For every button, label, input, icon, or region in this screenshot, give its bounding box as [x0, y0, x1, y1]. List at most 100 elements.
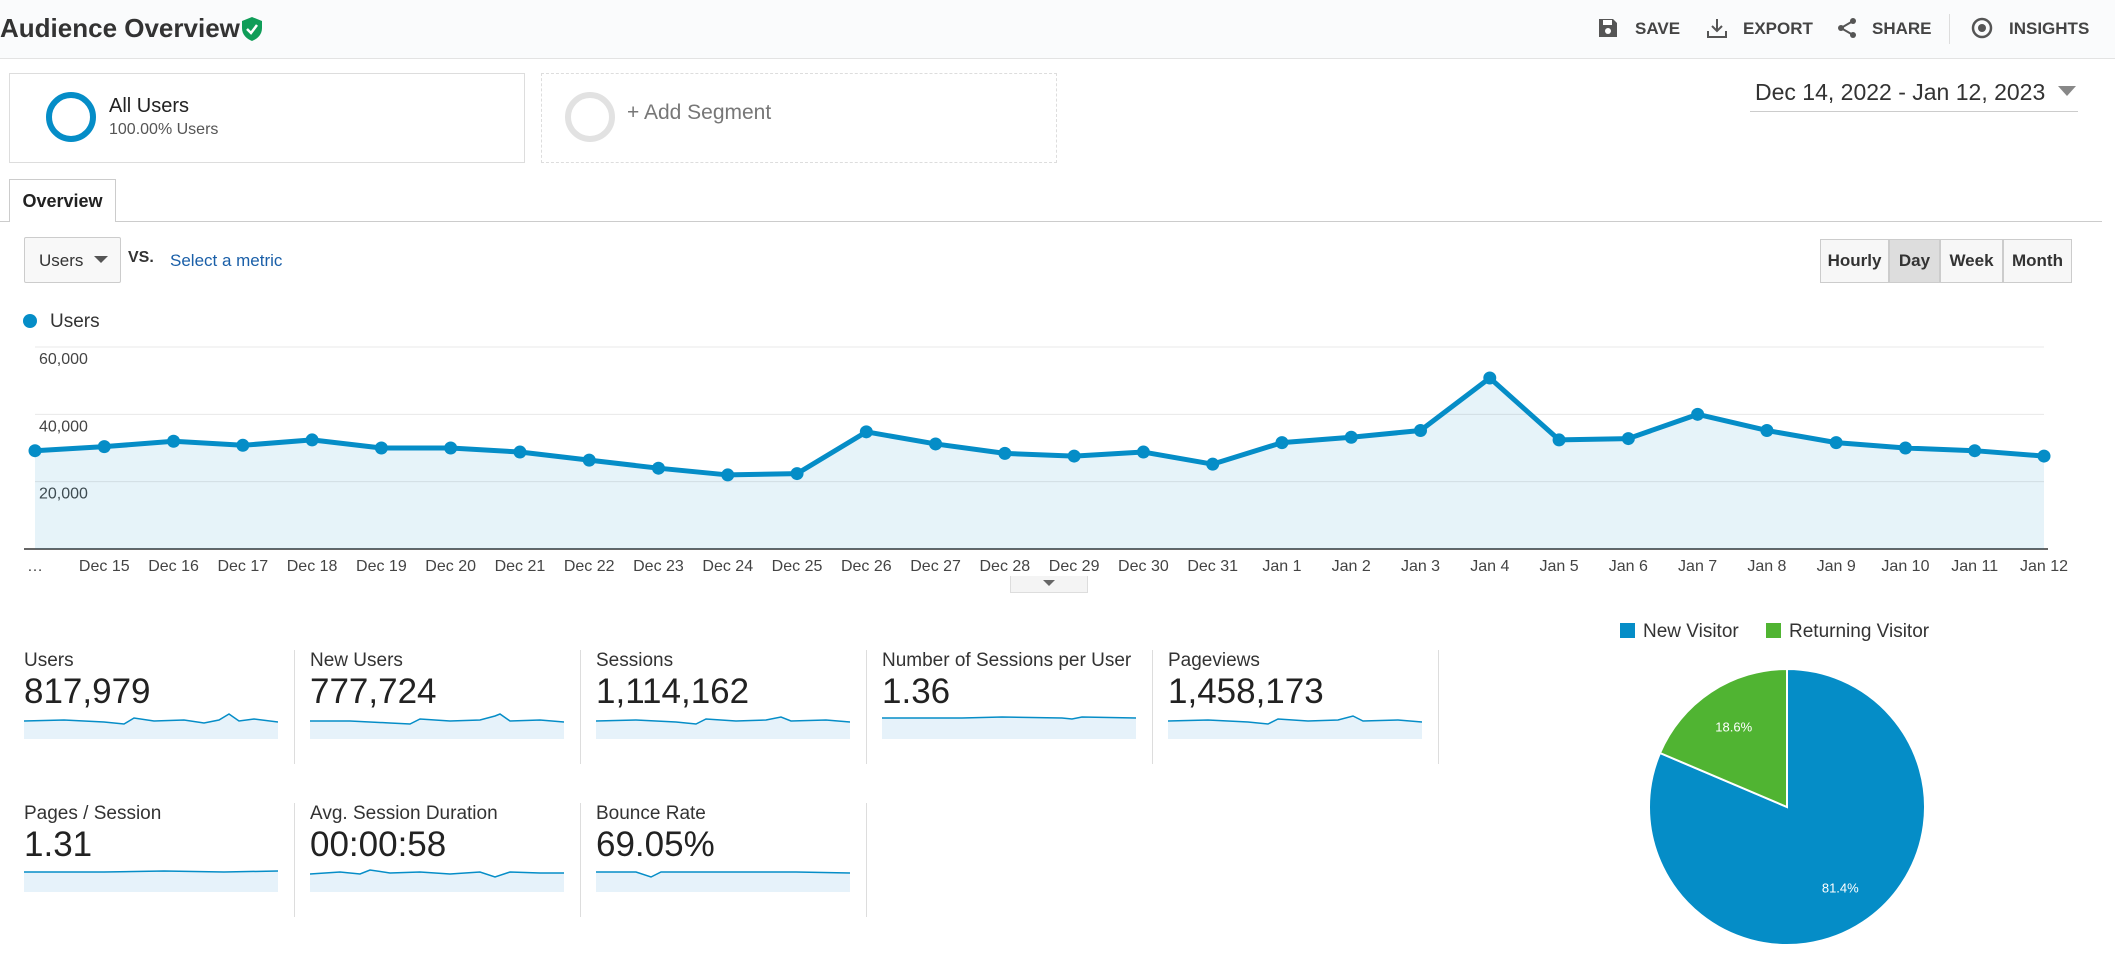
point: [374, 441, 388, 455]
date-range[interactable]: Dec 14, 2022 - Jan 12, 2023: [1755, 79, 2046, 105]
point: [97, 440, 111, 454]
header: [0, 0, 2115, 59]
point: [513, 445, 527, 459]
metric-separator: [580, 803, 581, 917]
point: [1968, 444, 1982, 458]
y-tick-label: 20,000: [39, 486, 88, 503]
x-tick-label: Dec 28: [980, 558, 1031, 575]
metric-label: Avg. Session Duration: [310, 803, 498, 824]
vs-label: VS.: [128, 249, 154, 266]
export-icon[interactable]: [1706, 17, 1728, 39]
save-button[interactable]: SAVE: [1635, 19, 1681, 38]
x-tick-label: Jan 6: [1609, 558, 1648, 575]
point: [1760, 423, 1774, 437]
metric-label: Pageviews: [1168, 650, 1260, 671]
sparkline: [23, 713, 279, 739]
x-tick-label: Dec 22: [564, 558, 615, 575]
x-tick-label: Jan 7: [1678, 558, 1717, 575]
collapse-tab[interactable]: [1010, 576, 1088, 593]
x-tick-label: Dec 29: [1049, 558, 1100, 575]
share-icon[interactable]: [1836, 17, 1858, 39]
x-tick-label: Dec 27: [910, 558, 961, 575]
x-tick-label: Jan 3: [1401, 558, 1440, 575]
x-tick-label: Dec 23: [633, 558, 684, 575]
metric-label: Users: [24, 650, 74, 671]
date-arrow[interactable]: [2058, 86, 2076, 98]
point: [1483, 371, 1497, 385]
point: [444, 441, 458, 455]
metric-separator: [294, 650, 295, 764]
point: [1691, 407, 1705, 421]
metric-separator: [866, 650, 867, 764]
metric-label: Bounce Rate: [596, 803, 706, 824]
point: [1552, 433, 1566, 447]
metric-cell: New Users 777,724: [310, 650, 565, 744]
legend-label: Returning Visitor: [1789, 621, 1930, 642]
x-tick-label: Dec 24: [702, 558, 753, 575]
insights-button[interactable]: INSIGHTS: [2009, 19, 2090, 38]
point: [1829, 436, 1843, 450]
x-tick-label: Jan 4: [1470, 558, 1509, 575]
x-tick-label: Dec 30: [1118, 558, 1169, 575]
share-button[interactable]: SHARE: [1872, 19, 1932, 38]
select-metric[interactable]: Select a metric: [170, 251, 283, 270]
metric-separator: [866, 803, 867, 917]
overview-tab[interactable]: Overview: [9, 179, 116, 222]
metric-cell: Users 817,979: [23, 650, 279, 744]
metric-separator: [1438, 650, 1439, 764]
segment-card[interactable]: [9, 73, 525, 163]
metric-cell: Pageviews 1,458,173: [1167, 650, 1423, 744]
area: [35, 377, 2044, 549]
y-tick-label: 60,000: [39, 351, 88, 368]
sparkline: [596, 871, 851, 892]
date-underline: [1750, 111, 2078, 112]
add-segment-card[interactable]: [541, 73, 1057, 163]
point: [167, 434, 181, 448]
metric-label: Number of Sessions per User: [882, 650, 1132, 671]
point: [1898, 441, 1912, 455]
legend-label: New Visitor: [1643, 621, 1739, 642]
collapse-arrow: [1043, 580, 1055, 586]
day-button[interactable]: Day: [1889, 239, 1940, 283]
point: [2037, 449, 2051, 463]
metric-value: 817,979: [24, 672, 151, 711]
metric-selected[interactable]: Users: [39, 251, 84, 270]
point: [1275, 436, 1289, 450]
pie-label: 81.4%: [1822, 881, 1859, 896]
metric-value: 1.31: [24, 825, 93, 864]
add-segment-ring: [565, 92, 615, 142]
month-button[interactable]: Month: [2003, 239, 2072, 283]
tab-line: [0, 221, 2102, 222]
x-tick-label: Jan 2: [1332, 558, 1371, 575]
dropdown-arrow: [94, 256, 108, 263]
insights-icon[interactable]: [1970, 16, 1994, 40]
x-tick-label: Dec 16: [148, 558, 199, 575]
pie-label: 18.6%: [1715, 719, 1752, 734]
point: [1344, 430, 1358, 444]
week-button[interactable]: Week: [1940, 239, 2003, 283]
metric-label: New Users: [310, 650, 403, 671]
x-tick-label: Dec 18: [287, 558, 338, 575]
segment-ring: [46, 92, 96, 142]
export-button[interactable]: EXPORT: [1743, 19, 1813, 38]
x-tick-label: Jan 8: [1747, 558, 1786, 575]
pie-slice: [1658, 667, 1788, 809]
point: [236, 438, 250, 452]
point: [1136, 445, 1150, 459]
metric-cell: Pages / Session 1.31: [24, 803, 279, 897]
point: [651, 461, 665, 475]
add-segment[interactable]: + Add Segment: [627, 101, 772, 124]
verified-icon: [242, 17, 262, 41]
metric-dropdown[interactable]: [24, 237, 121, 283]
metric-separator: [294, 803, 295, 917]
legend-marker: [23, 314, 37, 328]
sparkline: [309, 869, 564, 892]
x-tick-label: Jan 11: [1951, 558, 1998, 575]
metric-value: 777,724: [310, 672, 437, 711]
hourly-button[interactable]: Hourly: [1820, 239, 1889, 283]
save-icon[interactable]: [1597, 17, 1619, 39]
point: [1621, 432, 1635, 446]
sparkline: [24, 870, 279, 892]
